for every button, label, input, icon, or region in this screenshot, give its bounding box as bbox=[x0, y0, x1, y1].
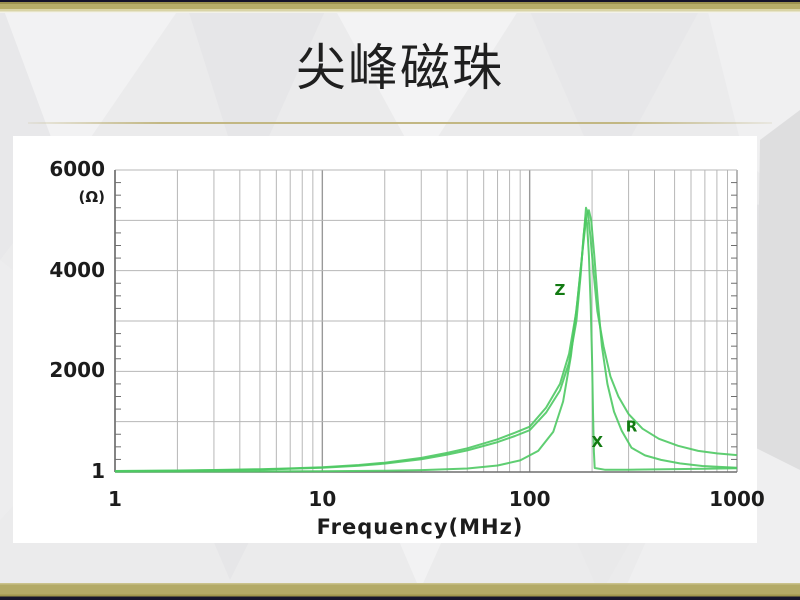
x-tick-10: 10 bbox=[308, 487, 337, 511]
impedance-chart-panel: Z X R Frequency(MHz) 6000 4000 2000 1 (Ω) 1 10 10… bbox=[13, 136, 765, 543]
y-tick-4000: 4000 bbox=[49, 257, 105, 282]
curve-R bbox=[114, 209, 738, 473]
x-tick-1000: 1000 bbox=[709, 487, 765, 511]
curve-label-Z: Z bbox=[555, 281, 566, 299]
title-divider-line bbox=[28, 122, 772, 124]
slide-title: 尖峰磁珠 bbox=[296, 40, 504, 96]
y-tick-2000: 2000 bbox=[49, 358, 105, 383]
x-tick-100: 100 bbox=[508, 487, 551, 511]
curve-label-X: X bbox=[592, 433, 604, 451]
y-axis-unit: (Ω) bbox=[78, 188, 105, 206]
slide-top-accent-bar bbox=[0, 0, 800, 13]
y-tick-6000: 6000 bbox=[49, 157, 105, 181]
x-tick-1: 1 bbox=[108, 487, 122, 511]
x-axis-title: Frequency(MHz) bbox=[316, 515, 524, 539]
curve-label-R: R bbox=[626, 418, 638, 436]
y-tick-1: 1 bbox=[91, 459, 105, 483]
curve-Z bbox=[114, 206, 738, 472]
impedance-frequency-chart: Z X R bbox=[114, 169, 738, 473]
slide-bottom-accent-bar bbox=[0, 583, 800, 600]
curve-X bbox=[114, 216, 738, 473]
